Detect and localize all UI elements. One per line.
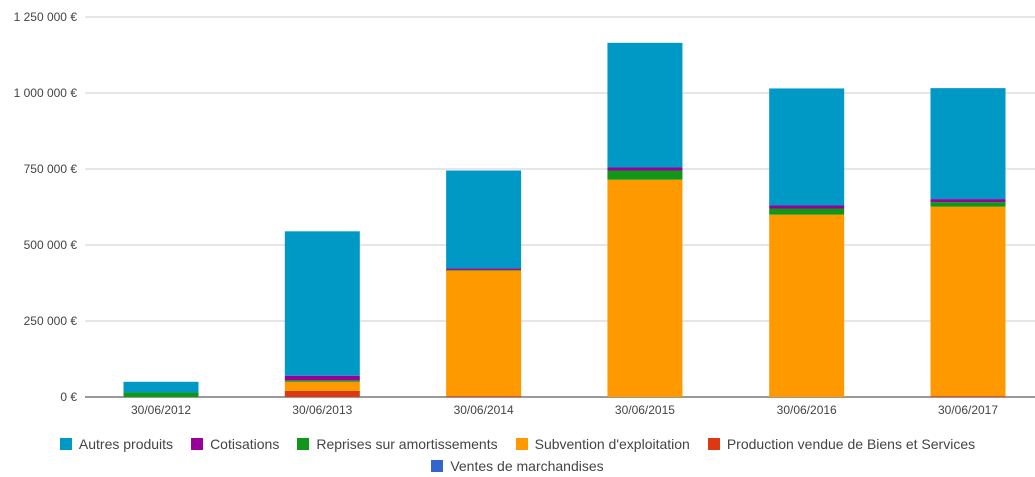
legend-row-2: Ventes de marchandises [0, 455, 1035, 477]
x-tick-label: 30/06/2013 [292, 403, 352, 417]
bar-segment [284, 381, 360, 391]
bar-segment [446, 268, 522, 270]
legend-label: Reprises sur amortissements [316, 436, 498, 452]
bar-segment [769, 88, 845, 206]
y-tick-label: 1 000 000 € [14, 86, 78, 100]
bar-segment [607, 170, 683, 180]
bar-segment [446, 270, 522, 397]
bar-segment [769, 208, 845, 215]
legend-label: Ventes de marchandises [450, 458, 604, 474]
x-tick-label: 30/06/2016 [777, 403, 837, 417]
bar-segment [446, 170, 522, 269]
stacked-bar-chart: 0 € 250 000 € 500 000 € 750 000 € 1 000 000 … [14, 10, 1035, 417]
y-tick-label: 750 000 € [24, 162, 78, 176]
legend-swatch [515, 438, 528, 450]
x-tick-label: 30/06/2017 [938, 403, 998, 417]
bar-segment [769, 214, 845, 397]
x-tick-label: 30/06/2015 [615, 403, 675, 417]
legend-item[interactable]: Ventes de marchandises [431, 458, 604, 474]
y-tick-label: 1 250 000 € [14, 10, 78, 24]
bar-segment [769, 205, 845, 209]
bar-segment [930, 199, 1006, 203]
legend-item[interactable]: Subvention d'exploitation [515, 436, 690, 452]
legend-swatch [707, 438, 720, 450]
bar-segment [930, 88, 1006, 200]
bar-segment [284, 375, 360, 381]
bar-segment [284, 390, 360, 397]
bar-segment [446, 269, 522, 271]
chart-legend: Autres produits Cotisations Reprises sur a… [0, 433, 1035, 477]
x-tick-label: 30/06/2012 [131, 403, 191, 417]
legend-label: Subvention d'exploitation [534, 436, 690, 452]
y-tick-label: 0 € [60, 390, 77, 404]
legend-item[interactable]: Production vendue de Biens et Services [707, 436, 976, 452]
legend-label: Cotisations [210, 436, 280, 452]
legend-label: Production vendue de Biens et Services [726, 436, 976, 452]
legend-row-1: Autres produits Cotisations Reprises sur a… [0, 433, 1035, 455]
legend-item[interactable]: Cotisations [191, 436, 279, 452]
bar-segment [123, 392, 199, 397]
y-tick-label: 500 000 € [24, 238, 78, 252]
legend-swatch [59, 438, 72, 450]
bar-segment [930, 206, 1006, 397]
bar-segment [284, 380, 360, 382]
bar-segment [607, 42, 683, 168]
legend-swatch [297, 438, 310, 450]
legend-swatch [191, 438, 204, 450]
bar-segment [607, 167, 683, 171]
bar-segment [284, 231, 360, 376]
bar-segment [446, 396, 522, 397]
bar-segment [930, 202, 1006, 207]
legend-item[interactable]: Reprises sur amortissements [297, 436, 498, 452]
bar-segment [930, 396, 1006, 397]
x-tick-label: 30/06/2014 [454, 403, 514, 417]
bar-segment [123, 381, 199, 393]
legend-swatch [431, 460, 444, 472]
y-tick-label: 250 000 € [24, 314, 78, 328]
legend-item[interactable]: Autres produits [59, 436, 174, 452]
legend-label: Autres produits [78, 436, 174, 452]
bar-segment [607, 179, 683, 397]
